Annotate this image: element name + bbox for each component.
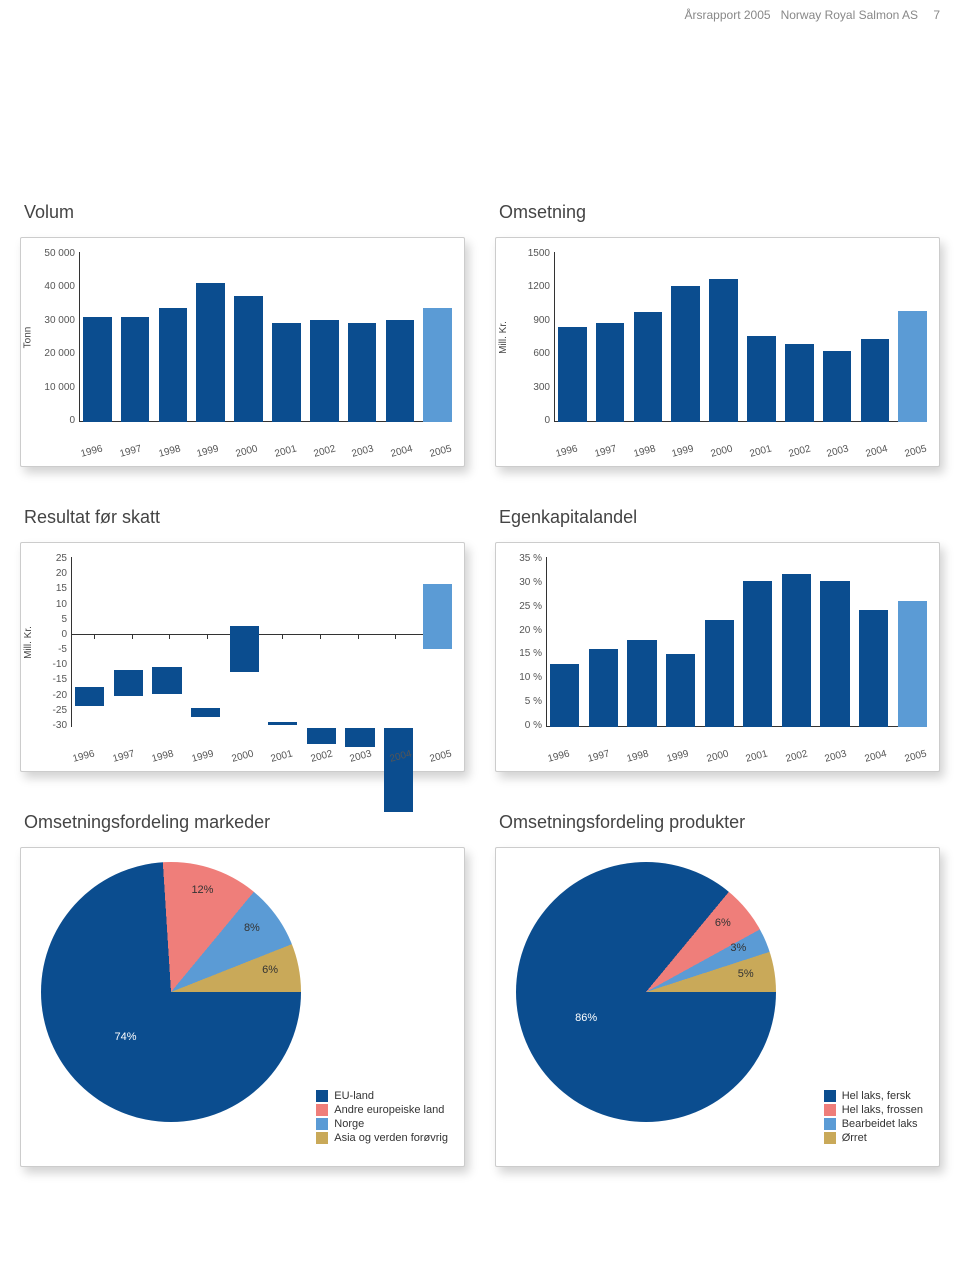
bar [709,279,738,422]
bar [558,327,587,422]
bar [230,626,259,672]
pie-pct-label: 6% [715,917,731,929]
hdr-left: Årsrapport 2005 [685,8,771,22]
y-ticks: 150012009006003000 [510,248,550,426]
bar [348,323,377,422]
legend-item: Bearbeidet laks [824,1118,923,1130]
bar [423,584,452,649]
bar [423,308,452,422]
bar [705,620,734,727]
legend: Hel laks, fersk Hel laks, frossen Bearbeid… [824,1088,923,1146]
bar [152,667,181,695]
axis-line [79,252,80,422]
x-ticks: 1996199719981999200020012002200320042005 [73,754,452,765]
bar [596,323,625,422]
pie-pct-label: 6% [262,964,278,976]
pie-pct-label: 8% [244,922,260,934]
bar [859,610,888,727]
bar [823,351,852,422]
pie-pct-label: 74% [115,1031,137,1043]
pie [41,862,301,1122]
y-axis-label: Mill. Kr. [496,248,510,426]
pie-pct-label: 3% [730,942,746,954]
legend-item: Asia og verden forøvrig [316,1132,448,1144]
bar [268,722,297,725]
bar [666,654,695,727]
chart-title: Omsetningsfordeling produkter [499,812,940,833]
bar [747,336,776,422]
chart-title: Egenkapitalandel [499,507,940,528]
bar [782,574,811,727]
chart-volum: Volum Tonn 50 00040 00030 00020 00010 00… [20,202,465,467]
bars [75,557,452,727]
axis-line [546,557,547,727]
bars [83,252,452,422]
x-ticks: 1996199719981999200020012002200320042005 [81,449,452,460]
legend-item: EU-land [316,1090,448,1102]
y-axis-label: Tonn [21,248,35,426]
bar [671,286,700,422]
bar [634,312,663,422]
bar [75,687,104,706]
bar [861,339,890,422]
bar [159,308,188,422]
bar [386,320,415,422]
hdr-page: 7 [933,8,940,22]
bar [83,317,112,422]
pie [516,862,776,1122]
bars [550,557,927,727]
pie-pct-label: 5% [738,968,754,980]
legend-item: Hel laks, fersk [824,1090,923,1102]
bar [384,728,413,811]
bar [627,640,656,727]
axis-line [554,252,555,422]
legend-item: Hel laks, frossen [824,1104,923,1116]
y-ticks: 2520151050-5-10-15-20-25-30 [35,553,67,731]
legend-item: Andre europeiske land [316,1104,448,1116]
y-axis-label: Mill. Kr. [21,553,35,731]
x-ticks: 1996199719981999200020012002200320042005 [556,449,927,460]
hdr-mid: Norway Royal Salmon AS [781,8,918,22]
pie-pct-label: 86% [575,1012,597,1024]
chart-markeder: Omsetningsfordeling markeder 74%12%8%6% … [20,812,465,1167]
legend: EU-land Andre europeiske land Norge Asia og… [316,1088,448,1146]
chart-title: Resultat før skatt [24,507,465,528]
pie-pct-label: 12% [191,884,213,896]
bar [785,344,814,422]
bar [898,601,927,727]
x-ticks: 1996199719981999200020012002200320042005 [548,754,927,765]
chart-title: Volum [24,202,465,223]
chart-egenkap: Egenkapitalandel 35 %30 %25 %20 %15 %10 … [495,507,940,772]
chart-title: Omsetningsfordeling markeder [24,812,465,833]
bar [191,708,220,717]
chart-omsetning: Omsetning Mill. Kr. 150012009006003000 1… [495,202,940,467]
chart-resultat: Resultat før skatt Mill. Kr. 2520151050-… [20,507,465,772]
legend-item: Ørret [824,1132,923,1144]
legend-item: Norge [316,1118,448,1130]
bars [558,252,927,422]
bar [345,728,374,747]
bar [589,649,618,727]
chart-title: Omsetning [499,202,940,223]
chart-produkter: Omsetningsfordeling produkter 86%6%3%5% … [495,812,940,1167]
bar [121,317,150,422]
bar [820,581,849,727]
bar [743,581,772,727]
bar [898,311,927,422]
bar [272,323,301,422]
bar [307,728,336,743]
y-ticks: 50 00040 00030 00020 00010 0000 [35,248,75,426]
page-header: Årsrapport 2005 Norway Royal Salmon AS 7 [0,0,960,22]
bar [196,283,225,422]
bar [310,320,339,422]
y-ticks: 35 %30 %25 %20 %15 %10 %5 %0 % [504,553,542,731]
bar [114,670,143,696]
bar [234,296,263,422]
axis-line [71,557,72,727]
bar [550,664,579,727]
